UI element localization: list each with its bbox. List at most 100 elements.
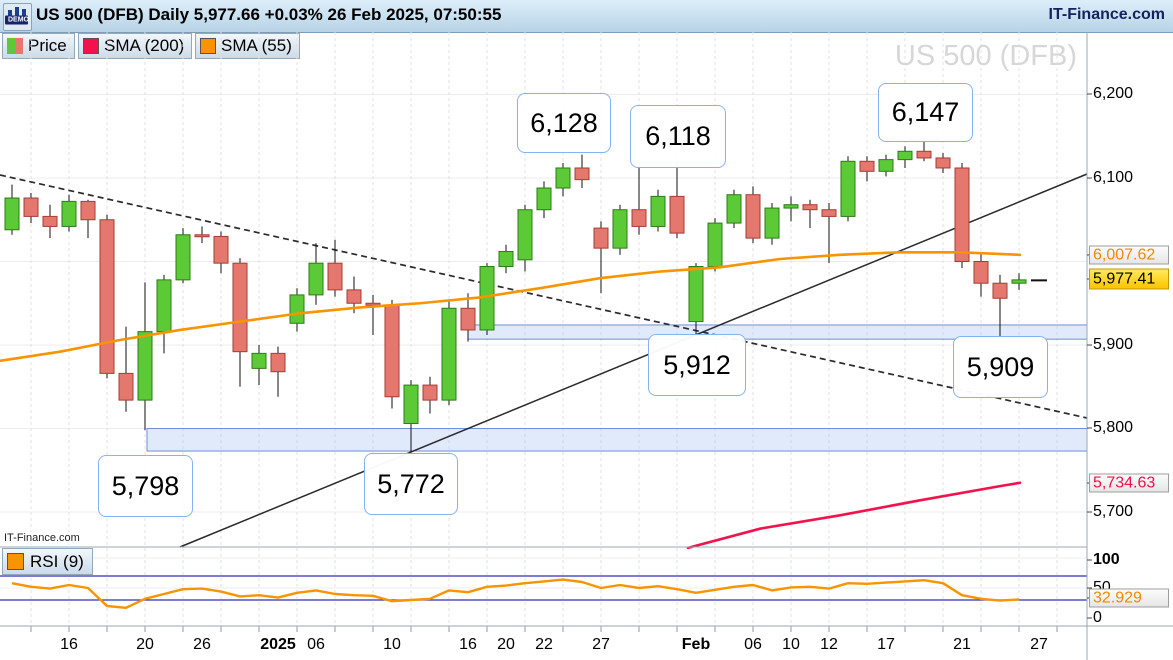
legend-button-sma-200[interactable]: SMA (200) [78, 33, 193, 59]
candle-body[interactable] [118, 372, 134, 401]
candle-body[interactable] [707, 222, 723, 268]
candle-body[interactable] [1011, 279, 1027, 284]
candle-body[interactable] [156, 279, 172, 333]
time-axis-label: 27 [1030, 636, 1048, 653]
legend-label: Price [28, 36, 67, 55]
candle-body[interactable] [650, 195, 666, 227]
candles[interactable] [4, 138, 1027, 452]
candle-body[interactable] [441, 307, 457, 401]
candle-body[interactable] [213, 235, 229, 264]
candle-body[interactable] [574, 167, 590, 181]
dashed-trendline[interactable] [0, 174, 1088, 419]
price-axis-label: 5,800 [1093, 419, 1134, 436]
candle-body[interactable] [61, 200, 77, 227]
candle-body[interactable] [99, 219, 115, 374]
price-axis-label: 5,900 [1093, 336, 1134, 353]
time-axis-label: 22 [535, 636, 553, 653]
time-axis-label: 10 [383, 636, 401, 653]
candle-body[interactable] [422, 384, 438, 401]
candle-body[interactable] [745, 194, 761, 239]
candle-body[interactable] [251, 352, 267, 369]
time-axis-label: 20 [497, 636, 515, 653]
time-axis-label: 27 [592, 636, 610, 653]
brand-link[interactable]: IT-Finance.com [1048, 6, 1165, 23]
chart-title: US 500 (DFB) Daily 5,977.66 +0.03% 26 Fe… [36, 5, 502, 24]
candle-body[interactable] [840, 160, 856, 217]
legend-swatch-icon [200, 38, 216, 54]
candle-body[interactable] [821, 209, 837, 217]
price-annotation[interactable]: 5,798 [98, 455, 193, 517]
candle-body[interactable] [916, 150, 932, 159]
rsi-legend-button[interactable]: RSI (9) [2, 548, 93, 575]
candle-body[interactable] [783, 204, 799, 209]
candle-body[interactable] [726, 194, 742, 224]
candle-body[interactable] [289, 294, 305, 324]
candle-body[interactable] [80, 200, 96, 221]
candle-body[interactable] [498, 250, 514, 268]
price-axis-label: 100 [1093, 551, 1120, 568]
candle-body[interactable] [403, 384, 419, 424]
candle-body[interactable] [194, 234, 210, 238]
candle-body[interactable] [384, 304, 400, 398]
price-annotation[interactable]: 6,128 [517, 93, 611, 153]
price-axis-label: 5,700 [1093, 503, 1134, 520]
candle-body[interactable] [555, 167, 571, 189]
candle-body[interactable] [517, 209, 533, 261]
price-badge: 32.929 [1089, 588, 1169, 608]
time-axis-label: 06 [307, 636, 325, 653]
price-axis-label: 0 [1093, 609, 1102, 626]
candle-body[interactable] [175, 234, 191, 281]
sma55-line[interactable] [0, 251, 1022, 363]
price-axis-label: 6,200 [1093, 85, 1134, 102]
candle-body[interactable] [612, 209, 628, 249]
legend-label: SMA (200) [104, 36, 185, 55]
corner-brand: IT-Finance.com [2, 532, 82, 544]
candle-body[interactable] [308, 262, 324, 296]
legend-swatch-icon [83, 38, 99, 54]
candle-body[interactable] [935, 157, 951, 169]
price-annotation[interactable]: 5,912 [648, 334, 746, 396]
solid-trendline[interactable] [179, 173, 1088, 548]
candle-body[interactable] [802, 204, 818, 211]
candle-body[interactable] [669, 195, 685, 234]
time-axis-label: 16 [60, 636, 78, 653]
rsi-line[interactable] [11, 578, 1020, 609]
candle-body[interactable] [232, 262, 248, 353]
legend-button-price[interactable]: Price [2, 33, 75, 59]
candle-body[interactable] [631, 209, 647, 227]
legend-label: SMA (55) [221, 36, 292, 55]
rsi-swatch-icon [7, 553, 24, 570]
price-badge: 5,734.63 [1089, 473, 1169, 493]
candle-body[interactable] [23, 197, 39, 217]
title-bar: DEMO US 500 (DFB) Daily 5,977.66 +0.03% … [0, 0, 1173, 33]
candle-body[interactable] [764, 207, 780, 239]
watermark: US 500 (DFB) [894, 40, 1077, 72]
legend-button-sma-55[interactable]: SMA (55) [195, 33, 300, 59]
candle-body[interactable] [992, 282, 1008, 299]
candle-body[interactable] [688, 266, 704, 323]
candle-body[interactable] [593, 227, 609, 249]
time-axis-label: 26 [193, 636, 211, 653]
price-annotation[interactable]: 5,772 [364, 453, 458, 515]
candle-body[interactable] [42, 215, 58, 227]
demo-chart-icon: DEMO [3, 3, 32, 31]
time-axis-label: 2025 [260, 636, 296, 653]
candle-body[interactable] [897, 150, 913, 161]
price-annotation[interactable]: 5,909 [953, 336, 1048, 398]
candle-body[interactable] [327, 262, 343, 291]
candle-body[interactable] [878, 159, 894, 172]
candle-body[interactable] [973, 261, 989, 284]
candle-body[interactable] [536, 187, 552, 211]
candle-body[interactable] [4, 197, 20, 231]
price-annotation[interactable]: 6,118 [630, 105, 726, 168]
candle-body[interactable] [859, 160, 875, 172]
candle-body[interactable] [954, 167, 970, 262]
support-zone[interactable] [146, 428, 1088, 452]
candle-body[interactable] [137, 331, 153, 401]
candle-body[interactable] [460, 307, 476, 331]
candle-body[interactable] [346, 289, 362, 304]
price-annotation[interactable]: 6,147 [878, 83, 973, 142]
candle-body[interactable] [270, 352, 286, 373]
rsi-legend-label: RSI (9) [30, 551, 84, 571]
sma200-line[interactable] [686, 481, 1022, 550]
